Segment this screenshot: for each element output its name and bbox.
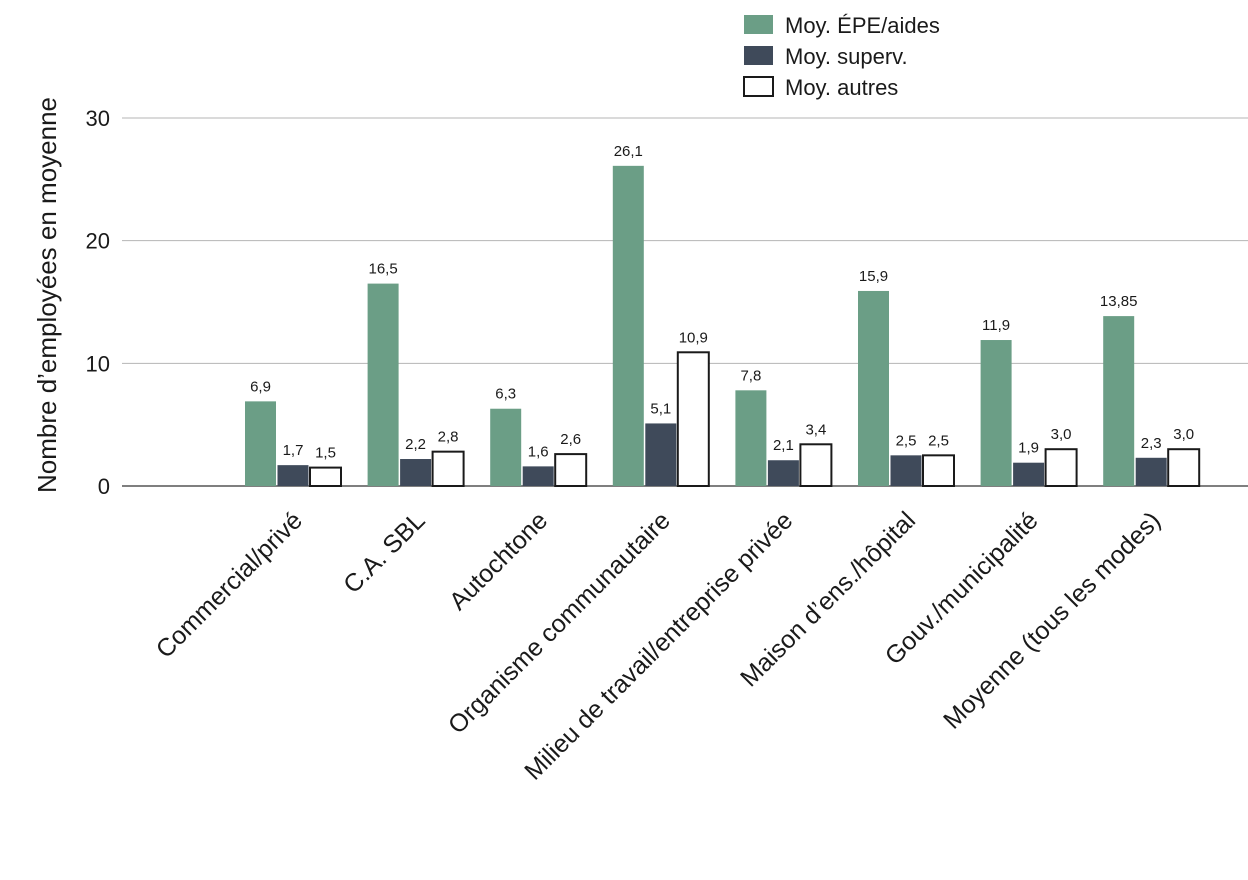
bar [890, 455, 922, 486]
data-label: 2,2 [405, 436, 426, 453]
data-label: 1,9 [1018, 440, 1039, 457]
legend-label: Moy. ÉPE/aides [785, 13, 940, 38]
bar [490, 408, 522, 486]
data-label: 3,4 [805, 421, 826, 438]
data-label: 16,5 [368, 261, 397, 278]
bar [1167, 448, 1201, 488]
data-label: 7,8 [740, 367, 761, 384]
bar [554, 453, 588, 487]
bar [1135, 457, 1167, 486]
x-category-label: Milieu de travail/entreprise privée [519, 506, 798, 785]
bars [245, 165, 1201, 488]
data-label: 2,5 [896, 432, 917, 449]
legend-label: Moy. autres [785, 75, 898, 100]
bar [400, 459, 432, 486]
data-label: 13,85 [1100, 293, 1138, 310]
x-category-label: Commercial/privé [151, 506, 308, 663]
data-label: 6,9 [250, 378, 271, 395]
data-label: 3,0 [1051, 426, 1072, 443]
data-label: 5,1 [650, 400, 671, 417]
data-label: 6,3 [495, 386, 516, 403]
bar [676, 351, 710, 487]
y-tick-label: 0 [98, 474, 110, 499]
legend-swatch [744, 15, 773, 34]
bar [1013, 462, 1045, 486]
y-tick-label: 20 [86, 229, 110, 254]
bar [245, 401, 276, 486]
y-axis-title: Nombre d’employées en moyenne [32, 97, 62, 493]
data-label: 11,9 [982, 317, 1010, 334]
data-label: 3,0 [1173, 426, 1194, 443]
bar [612, 165, 644, 486]
bar [277, 465, 309, 486]
data-labels: 6,9 1,7 1,5 16,5 2,2 2,8 6,3 1,6 2,6 26,1 5,1 10,9 7… [250, 143, 1194, 462]
bar [799, 443, 833, 487]
data-label: 15,9 [859, 268, 888, 285]
data-label: 2,8 [438, 429, 459, 446]
legend-label: Moy. superv. [785, 44, 908, 69]
bar [980, 340, 1012, 486]
x-axis-categories: Commercial/privé C.A. SBL AutochtoneOrgani… [151, 506, 1167, 785]
bar [858, 290, 889, 486]
bar [922, 454, 955, 488]
bar [1103, 316, 1135, 486]
data-label: 2,3 [1141, 435, 1162, 452]
legend-swatch [744, 46, 773, 65]
legend: Moy. ÉPE/aides Moy. superv. Moy. autres [743, 13, 940, 100]
y-axis-ticks: 0 10 20 30 [86, 106, 110, 499]
bar [431, 450, 465, 487]
x-category-label: Moyenne (tous les modes) [938, 506, 1166, 734]
x-category-label: C.A. SBL [338, 506, 431, 599]
y-tick-label: 10 [86, 351, 110, 376]
data-label: 1,7 [283, 442, 304, 459]
legend-swatch [743, 76, 774, 97]
data-label: 1,6 [528, 443, 549, 460]
data-label: 1,5 [315, 445, 336, 462]
bar [645, 423, 677, 486]
data-label: 10,9 [679, 329, 708, 346]
bar [309, 466, 342, 488]
bar [735, 390, 767, 486]
bar [367, 283, 399, 486]
data-label: 2,6 [560, 431, 581, 448]
data-label: 2,1 [773, 437, 794, 454]
bar [767, 460, 799, 486]
y-tick-label: 30 [86, 106, 110, 131]
x-category-label: Autochtone [444, 506, 553, 615]
data-label: 26,1 [614, 143, 643, 160]
x-category-label: Organisme communautaire [443, 506, 676, 739]
bar [522, 466, 554, 486]
bar [1044, 448, 1078, 488]
data-label: 2,5 [928, 432, 949, 449]
